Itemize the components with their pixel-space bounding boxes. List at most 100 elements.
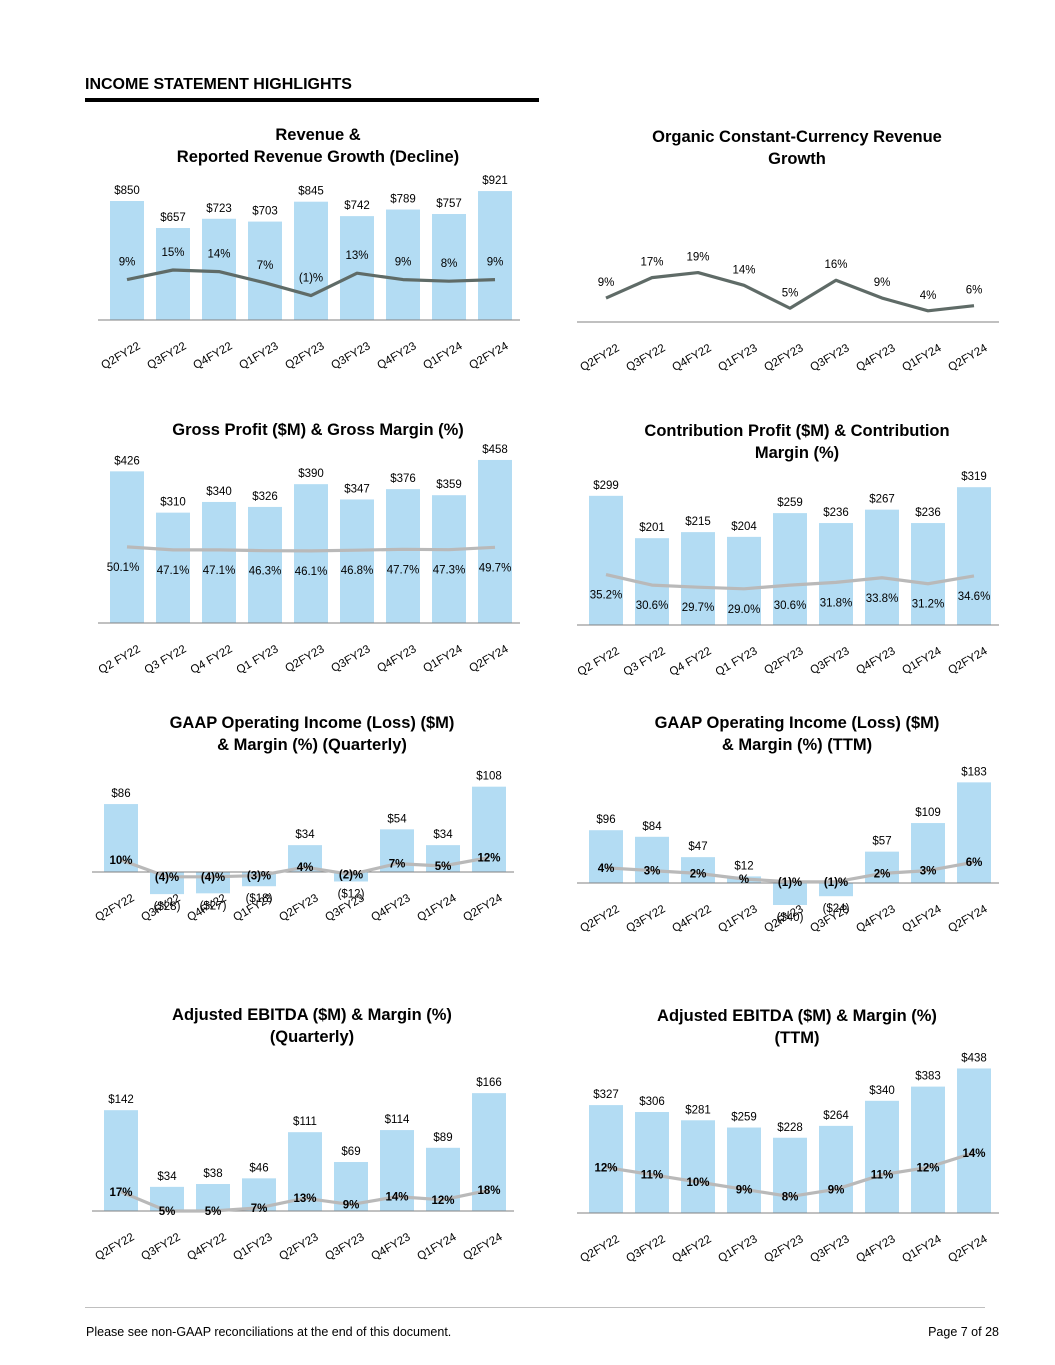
line-value-label: 9% — [487, 257, 504, 269]
line-value-label: 17% — [640, 257, 663, 269]
x-tick-label: Q1FY24 — [900, 342, 944, 374]
line-value-label: 7% — [251, 1203, 268, 1215]
line-value-label: 50.1% — [107, 562, 140, 574]
revenue-chart: Revenue & Reported Revenue Growth (Decli… — [98, 124, 538, 384]
x-tick-label: Q4FY22 — [670, 903, 713, 935]
x-tick-label: Q1FY24 — [900, 903, 944, 935]
footer-divider — [85, 1307, 985, 1308]
line-value-label: 4% — [598, 863, 615, 875]
bar-value-label: $86 — [111, 788, 130, 800]
bar-q2fy22 — [104, 1110, 138, 1211]
chart-title: Revenue & Reported Revenue Growth (Decli… — [176, 126, 460, 166]
x-tick-label: Q3FY23 — [323, 1231, 366, 1263]
bar-value-label: $723 — [206, 203, 232, 215]
series-line — [605, 572, 975, 591]
bar-value-label: $458 — [482, 444, 508, 456]
line-value-label: 3% — [920, 866, 937, 878]
x-tick-label: Q2FY22 — [93, 1231, 136, 1263]
line-value-label: 10% — [109, 855, 132, 867]
x-tick-label: Q1FY23 — [231, 1231, 274, 1263]
x-tick-label: Q3FY22 — [624, 342, 667, 374]
x-tick-label: Q3FY23 — [808, 342, 851, 374]
bar-value-label: $201 — [639, 522, 665, 534]
bar-value-label: $438 — [961, 1052, 987, 1064]
line-value-label: 9% — [874, 277, 891, 289]
bar-value-label: $426 — [114, 455, 140, 467]
x-tick-label: Q2FY23 — [277, 1231, 320, 1263]
x-tick-label: Q1FY24 — [900, 645, 944, 677]
x-tick-label: Q4 FY22 — [668, 645, 714, 678]
bar-value-label: $236 — [915, 507, 941, 519]
bar-value-label: $34 — [295, 829, 315, 841]
bar-value-label: $359 — [436, 479, 462, 491]
line-value-label: 47.1% — [157, 565, 190, 577]
bar-q2fy22 — [589, 495, 623, 625]
x-tick-label: Q2FY23 — [762, 342, 805, 374]
gaap-operating-income-quarterly-chart: GAAP Operating Income (Loss) ($M) & Marg… — [92, 712, 532, 972]
line-value-label: 31.2% — [912, 599, 945, 611]
bar-q2fy22 — [589, 830, 623, 883]
x-tick-label: Q4FY23 — [369, 892, 412, 924]
organic-growth-chart: Organic Constant-Currency Revenue Growth… — [577, 126, 1017, 386]
bar-value-label: ($18) — [246, 893, 273, 905]
line-value-label: (1)% — [778, 877, 802, 889]
chart-title: Organic Constant-Currency Revenue Growth — [652, 128, 942, 168]
x-tick-label: Q4FY22 — [670, 342, 713, 374]
bar-q1fy23 — [248, 221, 282, 320]
bar-value-label: $96 — [596, 814, 615, 826]
revenue-chart-svg: $850 $657 $723 $703 $845 $742 $789 $757 $921 9% 15… — [98, 175, 520, 372]
x-tick-label: Q2FY22 — [578, 1233, 621, 1265]
x-tick-label: Q4FY23 — [369, 1231, 412, 1263]
line-value-label: % — [739, 874, 749, 886]
bar-q1fy24 — [911, 1086, 945, 1213]
line-value-label: 6% — [966, 857, 983, 869]
line-value-label: 33.8% — [866, 593, 899, 605]
line-value-label: 6% — [966, 285, 983, 297]
line-value-label: (3)% — [247, 871, 271, 883]
x-tick-label: Q1 FY23 — [714, 645, 760, 678]
line-value-label: 12% — [916, 1162, 939, 1174]
bar-value-label: $12 — [734, 860, 753, 872]
bar-value-label: $340 — [206, 486, 232, 498]
bar-q4fy22 — [202, 218, 236, 320]
bar-q1fy23 — [727, 1127, 761, 1213]
x-tick-label: Q1 FY23 — [235, 643, 281, 676]
bar-q3fy23 — [819, 523, 853, 625]
gaap-operating-income-ttm-chart: GAAP Operating Income (Loss) ($M) & Marg… — [577, 712, 1017, 972]
line-value-label: 12% — [477, 853, 500, 865]
bar-value-label: $34 — [433, 829, 453, 841]
x-tick-label: Q1FY24 — [415, 892, 459, 924]
bar-q1fy24 — [911, 523, 945, 625]
line-value-label: 5% — [205, 1206, 222, 1218]
x-tick-label: Q2FY23 — [762, 1233, 805, 1265]
line-value-label: 47.1% — [203, 565, 236, 577]
bar-value-label: $57 — [872, 836, 891, 848]
bar-value-label: $326 — [252, 491, 278, 503]
line-value-label: 7% — [257, 260, 274, 272]
line-value-label: 13% — [345, 250, 368, 262]
chart-title: Adjusted EBITDA ($M) & Margin (%) (TTM) — [657, 1007, 937, 1047]
bar-q2fy22 — [110, 201, 144, 320]
x-tick-label: Q3 FY22 — [622, 645, 668, 678]
x-tick-label: Q3FY22 — [145, 340, 188, 372]
line-value-label: 47.7% — [387, 564, 420, 576]
line-value-label: 30.6% — [636, 600, 669, 612]
line-value-label: 5% — [782, 287, 799, 299]
bar-q2fy23 — [294, 201, 328, 320]
x-tick-label: Q1FY23 — [237, 340, 280, 372]
adjusted-ebitda-quarterly-chart: Adjusted EBITDA ($M) & Margin (%) (Quart… — [92, 1004, 532, 1264]
bar-value-label: $850 — [114, 185, 140, 197]
chart-title: GAAP Operating Income (Loss) ($M) & Marg… — [654, 714, 940, 754]
bar-q4fy23 — [386, 209, 420, 320]
line-value-label: 9% — [598, 277, 615, 289]
x-tick-label: Q2FY24 — [461, 892, 505, 924]
bar-value-label: $376 — [390, 473, 416, 485]
bar-q2fy23 — [773, 513, 807, 625]
x-tick-label: Q1FY23 — [716, 903, 759, 935]
bar-value-label: $114 — [385, 1114, 410, 1126]
bar-q4fy22 — [681, 1120, 715, 1213]
x-tick-label: Q4FY23 — [854, 342, 897, 374]
x-tick-label: Q1FY24 — [900, 1233, 944, 1265]
line-value-label: 29.0% — [728, 604, 761, 616]
x-tick-label: Q2FY24 — [946, 1233, 990, 1265]
